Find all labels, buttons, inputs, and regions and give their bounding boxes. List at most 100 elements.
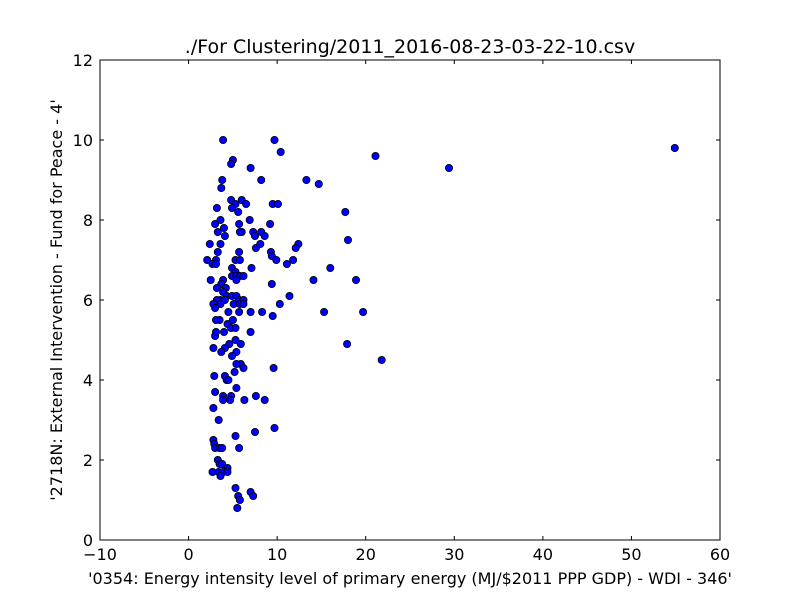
axis-ticks	[99, 59, 721, 541]
x-tick-label: 0	[183, 545, 193, 564]
scatter-point	[269, 363, 278, 372]
scatter-point	[371, 151, 380, 160]
scatter-point	[256, 239, 265, 248]
scatter-point	[240, 395, 249, 404]
scatter-point	[228, 315, 237, 324]
scatter-point	[272, 255, 281, 264]
scatter-point	[291, 243, 300, 252]
y-axis-label: '2718N: External Intervention - Fund for…	[47, 99, 66, 500]
scatter-point	[235, 247, 244, 256]
scatter-point	[282, 259, 291, 268]
scatter-point	[211, 303, 220, 312]
scatter-point	[246, 327, 255, 336]
scatter-point	[218, 443, 227, 452]
scatter-point	[227, 203, 236, 212]
scatter-point	[211, 259, 220, 268]
scatter-point	[268, 311, 277, 320]
scatter-point	[209, 343, 218, 352]
x-axis-label: '0354: Energy intensity level of primary…	[88, 569, 732, 588]
scatter-point	[219, 223, 228, 232]
scatter-point	[249, 491, 258, 500]
scatter-point	[250, 427, 259, 436]
scatter-point	[377, 355, 386, 364]
scatter-point	[326, 263, 335, 272]
scatter-point	[224, 307, 233, 316]
scatter-point	[211, 327, 220, 336]
x-tick-label: 20	[356, 545, 376, 564]
scatter-point	[266, 219, 275, 228]
scatter-point	[343, 339, 352, 348]
scatter-point	[227, 351, 236, 360]
scatter-point	[260, 395, 269, 404]
scatter-point	[227, 159, 236, 168]
scatter-point	[314, 179, 323, 188]
scatter-point	[351, 275, 360, 284]
scatter-point	[232, 359, 241, 368]
scatter-point	[239, 271, 248, 280]
scatter-point	[257, 175, 266, 184]
scatter-point	[670, 143, 679, 152]
scatter-point	[341, 207, 350, 216]
scatter-point	[212, 203, 221, 212]
x-tick-label: 10	[267, 545, 287, 564]
scatter-point	[211, 219, 220, 228]
scatter-point	[226, 395, 235, 404]
scatter-point	[235, 495, 244, 504]
scatter-point	[270, 135, 279, 144]
scatter-point	[211, 387, 220, 396]
scatter-point	[235, 307, 244, 316]
y-tick-label: 0	[83, 531, 93, 550]
scatter-point	[302, 175, 311, 184]
scatter-point	[359, 307, 368, 316]
scatter-point	[205, 239, 214, 248]
y-tick-label: 12	[73, 51, 93, 70]
y-tick-label: 8	[83, 211, 93, 230]
scatter-point	[250, 231, 259, 240]
scatter-point	[231, 431, 240, 440]
scatter-point	[219, 395, 228, 404]
scatter-point	[239, 299, 248, 308]
data-points	[203, 135, 679, 512]
scatter-point	[203, 255, 212, 264]
scatter-point	[212, 283, 221, 292]
x-tick-labels: −10 0 10 20 30 40 50 60	[83, 545, 730, 564]
scatter-point	[219, 327, 228, 336]
scatter-point	[232, 275, 241, 284]
y-tick-label: 4	[83, 371, 93, 390]
scatter-point	[220, 231, 229, 240]
scatter-point	[233, 503, 242, 512]
scatter-point	[276, 147, 285, 156]
scatter-point	[242, 199, 251, 208]
scatter-point	[216, 471, 225, 480]
scatter-point	[260, 231, 269, 240]
scatter-point	[258, 307, 267, 316]
scatter-point	[251, 391, 260, 400]
x-tick-label: 30	[444, 545, 464, 564]
scatter-point	[231, 335, 240, 344]
scatter-point	[246, 163, 255, 172]
scatter-point	[231, 483, 240, 492]
scatter-point	[235, 255, 244, 264]
scatter-point	[235, 443, 244, 452]
scatter-point	[289, 255, 298, 264]
plot-frame	[99, 59, 721, 541]
scatter-point	[217, 183, 226, 192]
scatter-point	[218, 175, 227, 184]
scatter-point	[206, 275, 215, 284]
y-tick-label: 6	[83, 291, 93, 310]
scatter-point	[267, 279, 276, 288]
scatter-point	[230, 367, 239, 376]
scatter-point	[270, 423, 279, 432]
scatter-point	[343, 235, 352, 244]
scatter-point	[235, 227, 244, 236]
x-tick-label: 40	[533, 545, 553, 564]
scatter-point	[235, 219, 244, 228]
scatter-point	[246, 307, 255, 316]
y-tick-label: 10	[73, 131, 93, 150]
scatter-point	[210, 371, 219, 380]
x-tick-label: −10	[83, 545, 117, 564]
scatter-point	[213, 247, 222, 256]
scatter-point	[273, 199, 282, 208]
